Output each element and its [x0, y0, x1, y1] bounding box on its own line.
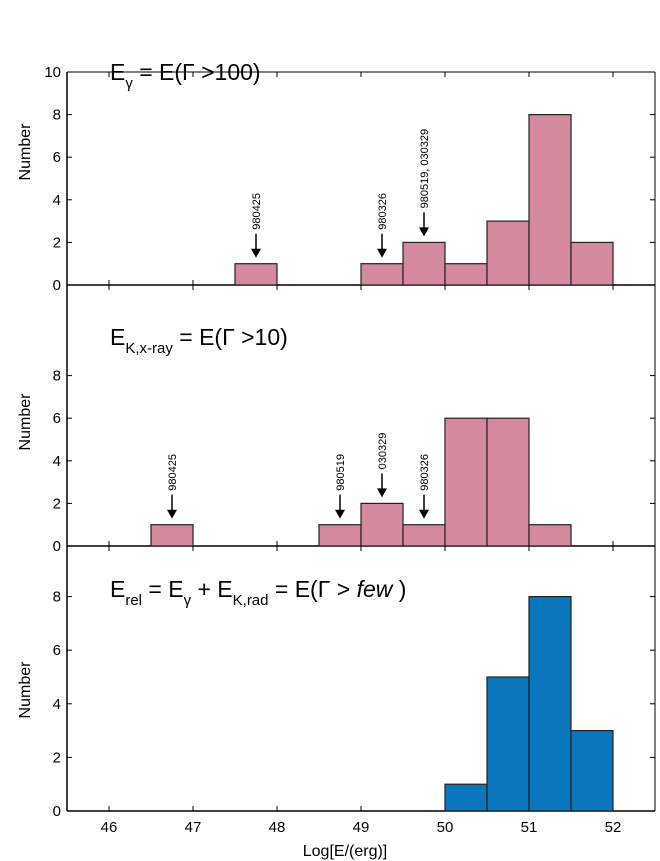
annotation-label: 980519 [335, 454, 347, 491]
annotation-arrow-head [419, 227, 429, 237]
y-tick-label: 4 [53, 453, 61, 470]
histogram-bar [360, 502, 404, 547]
y-tick-label: 4 [53, 192, 61, 209]
histogram-bar [528, 524, 572, 547]
histogram-bar [402, 241, 446, 286]
histogram-bar [570, 729, 614, 812]
histogram-bar [570, 241, 614, 286]
annotation-label: 980519, 030329 [419, 129, 431, 209]
y-tick-label: 8 [53, 107, 61, 124]
y-tick-label: 4 [53, 696, 61, 713]
y-tick-label: 8 [53, 368, 61, 385]
histogram-bar [486, 417, 530, 547]
annotation-arrow-head [377, 248, 387, 258]
annotation-arrow-head [419, 509, 429, 519]
histogram-bar [318, 524, 362, 547]
histogram-bar [360, 263, 404, 286]
histogram-bar [444, 263, 488, 286]
panel-kinetic-xray-energy: EK,x-ray = E(Γ >10) Number 0 2 4 6 8 980425 98… [17, 285, 656, 555]
panel-title: Erel = Eγ + EK,rad = E(Γ > few ) [110, 576, 406, 609]
annotation-arrow-head [377, 488, 387, 498]
histogram-bar [528, 595, 572, 812]
y-tick-label: 6 [53, 642, 61, 659]
y-tick-label: 0 [53, 277, 61, 294]
annotation-arrow-head [251, 248, 261, 258]
panel-relativistic-energy: Erel = Eγ + EK,rad = E(Γ > few ) Number … [17, 546, 656, 860]
x-tick-label: 51 [521, 819, 538, 836]
annotation-arrow-head [335, 509, 345, 519]
y-tick-label: 6 [53, 149, 61, 166]
histogram-bar [444, 783, 488, 812]
x-tick-label: 52 [605, 819, 622, 836]
y-tick-label: 2 [53, 495, 61, 512]
y-axis-label: Number [17, 393, 34, 451]
panel-title: EK,x-ray = E(Γ >10) [110, 324, 288, 357]
x-tick-label: 49 [353, 819, 370, 836]
annotation-label: 980326 [377, 193, 389, 230]
annotation-label: 980326 [419, 454, 431, 491]
y-axis-label: Number [17, 123, 34, 181]
panel-gamma-energy: Eγ = E(Γ >100) Number 0 2 4 6 8 10 980425 98032… [17, 59, 656, 294]
y-tick-label: 6 [53, 410, 61, 427]
annotation-label: 980425 [167, 454, 179, 491]
annotation-label: 030329 [377, 433, 389, 470]
annotation-arrow-head [167, 509, 177, 519]
x-tick-label: 46 [101, 819, 118, 836]
y-tick-label: 8 [53, 589, 61, 606]
histogram-bar [444, 417, 488, 547]
x-tick-label: 50 [437, 819, 454, 836]
histogram-bar [528, 113, 572, 286]
y-tick-label: 0 [53, 803, 61, 820]
y-tick-label: 2 [53, 234, 61, 251]
histogram-bar [486, 220, 530, 286]
x-axis-label: Log[E/(erg)] [303, 843, 387, 860]
x-tick-label: 47 [185, 819, 202, 836]
histogram-bar [402, 524, 446, 547]
histogram-bar [234, 263, 278, 286]
annotation-label: 980425 [251, 193, 263, 230]
x-tick-label: 48 [269, 819, 286, 836]
y-tick-label: 2 [53, 749, 61, 766]
y-tick-label: 0 [53, 538, 61, 555]
histogram-bar [486, 676, 530, 812]
histogram-bar [150, 524, 194, 547]
y-tick-label: 10 [44, 64, 61, 81]
panel-title: Eγ = E(Γ >100) [110, 59, 261, 92]
y-axis-label: Number [17, 661, 34, 719]
